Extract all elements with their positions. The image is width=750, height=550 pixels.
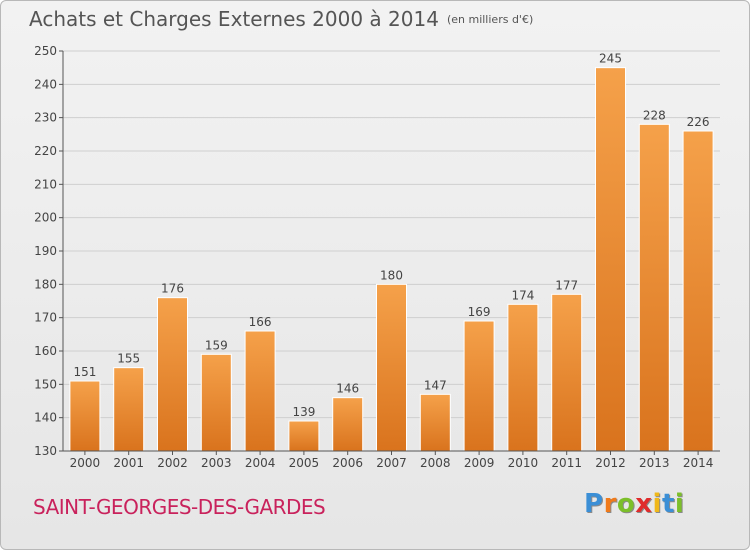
data-label-2001: 155 <box>117 352 140 366</box>
bar-2006 <box>332 397 364 452</box>
bar-2010 <box>507 303 539 452</box>
x-axis-ticks: 2000 2001 2002 2003 2004 2005 2006 2007 2008 2009… <box>70 451 714 470</box>
logo-letter: i <box>674 489 685 519</box>
x-tick-label-2012: 2012 <box>595 456 626 470</box>
bar-2008 <box>419 393 451 452</box>
data-label-2012: 245 <box>599 52 622 66</box>
y-tick-label: 180 <box>34 277 57 291</box>
x-tick-label-2007: 2007 <box>376 456 407 470</box>
bar-2009 <box>463 320 495 452</box>
y-tick-label: 140 <box>34 411 57 425</box>
x-tick-label-2009: 2009 <box>464 456 495 470</box>
x-tick-label-2005: 2005 <box>289 456 320 470</box>
bar-2001 <box>113 367 145 452</box>
logo-letter: o <box>616 489 636 519</box>
y-tick-label: 230 <box>34 111 57 125</box>
bar-2003 <box>200 353 232 452</box>
bar-2007 <box>376 283 407 452</box>
proxiti-logo[interactable]: Proxiti <box>584 489 684 519</box>
bar-2012 <box>595 67 626 452</box>
chart-title: Achats et Charges Externes 2000 à 2014 (e… <box>29 7 533 31</box>
data-label-2008: 147 <box>424 378 447 392</box>
data-label-2004: 166 <box>249 315 272 329</box>
data-label-2000: 151 <box>73 365 96 379</box>
data-label-2014: 226 <box>687 115 710 129</box>
x-tick-label-2011: 2011 <box>551 456 582 470</box>
y-tick-label: 150 <box>34 377 57 391</box>
logo-letter: i <box>652 489 662 519</box>
bar-2004 <box>244 330 276 452</box>
y-tick-label: 190 <box>34 244 57 258</box>
data-label-2006: 146 <box>336 382 359 396</box>
logo-letter: x <box>635 489 653 519</box>
y-tick-label: 240 <box>34 77 57 91</box>
data-label-2010: 174 <box>511 288 534 302</box>
logo-letter: r <box>603 489 617 519</box>
y-tick-label: 210 <box>34 177 57 191</box>
y-tick-label: 170 <box>34 311 57 325</box>
data-label-2003: 159 <box>205 338 228 352</box>
data-label-2007: 180 <box>380 268 403 282</box>
data-label-2009: 169 <box>468 305 491 319</box>
data-label-2005: 139 <box>292 405 315 419</box>
data-label-2011: 177 <box>555 278 578 292</box>
chart-title-text: Achats et Charges Externes 2000 à 2014 <box>29 7 439 31</box>
axes <box>62 51 720 452</box>
x-tick-label-2008: 2008 <box>420 456 451 470</box>
y-tick-label: 200 <box>34 211 57 225</box>
data-label-2013: 228 <box>643 108 666 122</box>
y-axis-ticks: 130 140 150 160 170 180 190 200 210 220 230 240 250 <box>34 44 63 458</box>
bar-2002 <box>157 297 188 452</box>
logo-letter: t <box>661 489 675 519</box>
x-tick-label-2013: 2013 <box>639 456 670 470</box>
bar-2013 <box>638 123 670 452</box>
x-tick-label-2010: 2010 <box>508 456 539 470</box>
data-label-2002: 176 <box>161 282 184 296</box>
x-tick-label-2014: 2014 <box>683 456 714 470</box>
x-tick-label-2003: 2003 <box>201 456 232 470</box>
y-tick-label: 220 <box>34 144 57 158</box>
logo-letter: P <box>584 489 604 519</box>
chart-unit: (en milliers d'€) <box>446 13 534 26</box>
x-tick-label-2000: 2000 <box>70 456 101 470</box>
x-tick-label-2001: 2001 <box>113 456 144 470</box>
commune-name: SAINT-GEORGES-DES-GARDES <box>33 495 326 519</box>
data-labels: 151 155 176 159 166 139 146 180 147 169 174 177 245 2… <box>73 52 709 419</box>
x-tick-label-2004: 2004 <box>245 456 276 470</box>
bar-2011 <box>551 293 583 452</box>
bar-2005 <box>288 420 320 452</box>
y-tick-label: 130 <box>34 444 57 458</box>
bar-2014 <box>682 130 714 452</box>
bar-2000 <box>69 380 101 452</box>
bars <box>69 67 714 452</box>
y-tick-label: 250 <box>34 44 57 58</box>
x-tick-label-2002: 2002 <box>157 456 188 470</box>
y-tick-label: 160 <box>34 344 57 358</box>
x-tick-label-2006: 2006 <box>332 456 363 470</box>
